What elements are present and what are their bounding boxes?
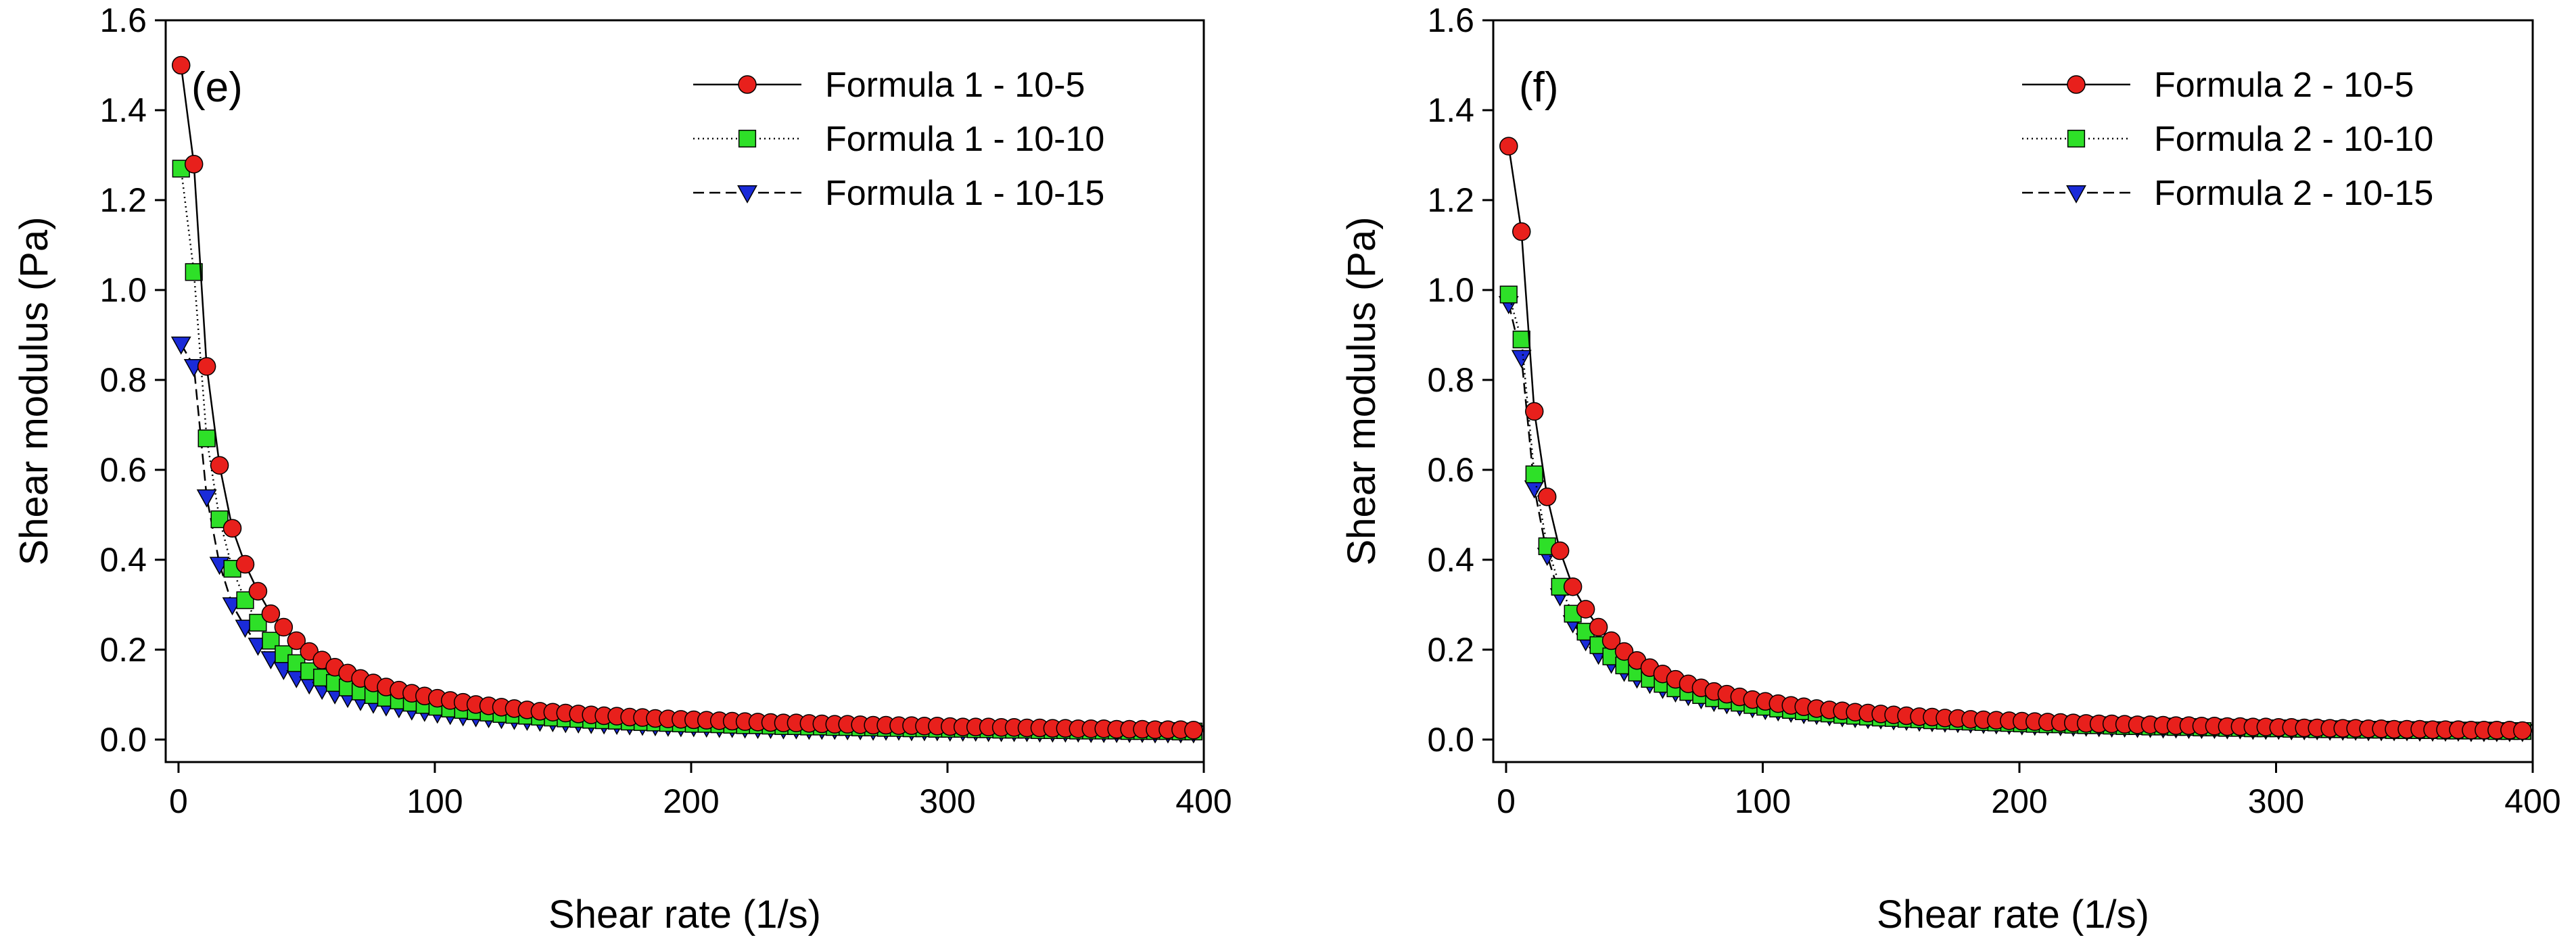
data-point (1550, 541, 1570, 561)
data-point (1563, 577, 1583, 596)
x-tick-label: 200 (663, 782, 719, 820)
data-point (1576, 600, 1595, 619)
legend-marker (2066, 185, 2086, 204)
data-point (210, 510, 229, 529)
legend-label: Formula 2 - 10-5 (2154, 66, 2414, 105)
legend-marker (738, 75, 757, 94)
data-point (287, 631, 306, 650)
y-tick-label: 1.6 (1427, 1, 1474, 39)
plot-frame (164, 19, 1205, 763)
data-point (210, 456, 229, 475)
data-point (197, 357, 216, 376)
data-point (300, 642, 319, 661)
legend-item: Formula 1 - 10-10 (693, 120, 1104, 159)
x-axis-label: Shear rate (1/s) (1877, 893, 2149, 937)
legend-item: Formula 2 - 10-5 (2022, 66, 2414, 105)
legend-label: Formula 2 - 10-10 (2154, 120, 2433, 159)
y-tick-label: 0.4 (99, 541, 147, 579)
series-1 (171, 55, 1203, 740)
data-point (1601, 631, 1621, 650)
legend-marker (2067, 75, 2086, 94)
panel-label: (f) (1519, 64, 1559, 111)
data-point (248, 582, 268, 601)
y-axis-label: Shear modulus (Pa) (12, 217, 56, 566)
y-tick-label: 0.2 (99, 631, 147, 669)
y-tick-label: 1.0 (99, 271, 147, 309)
x-tick-label: 400 (1175, 782, 1232, 820)
data-point (1524, 402, 1544, 421)
chart-panel-e: 0 100 200 300 400 0.0 0.2 0.4 0.6 0.8 1.0 1.2 1.4 1.6… (12, 1, 1232, 937)
y-tick-label: 1.4 (1427, 91, 1474, 129)
data-point (1537, 487, 1557, 506)
legend-item: Formula 2 - 10-10 (2022, 120, 2433, 159)
y-tick-label: 1.2 (99, 181, 147, 219)
y-tick-label: 0.2 (1427, 631, 1474, 669)
x-tick-label: 100 (1735, 782, 1791, 820)
data-point (235, 554, 255, 574)
series-line (1507, 146, 2523, 732)
y-tick-label: 0.4 (1427, 541, 1474, 579)
legend-label: Formula 1 - 10-15 (825, 174, 1104, 213)
data-point (1512, 222, 1531, 241)
data-point (170, 336, 191, 355)
data-point (1614, 642, 1634, 661)
data-point (1512, 330, 1530, 349)
data-point (1589, 617, 1608, 637)
chart-panel-f: 0 100 200 300 400 0.0 0.2 0.4 0.6 0.8 1.0 1.2 1.4 1.6… (1340, 1, 2561, 937)
data-point (1499, 285, 1518, 304)
series-line (180, 65, 1194, 732)
legend-label: Formula 2 - 10-15 (2154, 174, 2433, 213)
y-tick-label: 1.2 (1427, 181, 1474, 219)
y-tick-label: 0.8 (1427, 361, 1474, 399)
series-1 (1499, 137, 2532, 740)
panel-label: (e) (191, 64, 243, 111)
y-tick-label: 0.6 (99, 451, 147, 489)
legend-marker (738, 129, 757, 148)
data-point (1499, 137, 1518, 156)
data-point (1184, 721, 1203, 740)
y-tick-label: 1.6 (99, 1, 147, 39)
data-point (223, 519, 242, 538)
x-tick-label: 0 (1497, 782, 1516, 820)
data-point (1525, 465, 1543, 483)
data-point (1511, 350, 1532, 369)
y-tick-label: 0.0 (99, 721, 147, 759)
legend-item: Formula 1 - 10-15 (693, 174, 1104, 213)
x-tick-label: 300 (2248, 782, 2304, 820)
x-tick-label: 300 (919, 782, 975, 820)
legend-label: Formula 1 - 10-5 (825, 66, 1085, 105)
y-tick-label: 0.6 (1427, 451, 1474, 489)
data-point (274, 617, 294, 637)
series-line (180, 168, 1194, 733)
y-tick-label: 1.0 (1427, 271, 1474, 309)
data-point (171, 55, 191, 75)
legend-item: Formula 2 - 10-15 (2022, 174, 2433, 213)
x-tick-label: 200 (1991, 782, 2047, 820)
legend-label: Formula 1 - 10-10 (825, 120, 1104, 159)
x-tick-label: 400 (2504, 782, 2560, 820)
x-tick-label: 0 (169, 782, 188, 820)
data-point (197, 429, 216, 448)
plot-frame (1492, 19, 2534, 763)
legend-marker (737, 185, 757, 204)
legend: Formula 2 - 10-5 Formula 2 - 10-10 Formula… (2022, 66, 2433, 213)
legend-item: Formula 1 - 10-5 (693, 66, 1085, 105)
data-point (184, 155, 204, 174)
legend-marker (2067, 129, 2086, 148)
y-tick-label: 1.4 (99, 91, 147, 129)
x-axis-label: Shear rate (1/s) (548, 893, 821, 937)
data-point (185, 263, 203, 281)
data-point (2513, 721, 2532, 740)
data-point (196, 489, 217, 508)
x-tick-label: 100 (406, 782, 463, 820)
data-point (261, 604, 281, 623)
y-tick-label: 0.8 (99, 361, 147, 399)
y-tick-label: 0.0 (1427, 721, 1474, 759)
y-axis-label: Shear modulus (Pa) (1340, 217, 1384, 566)
legend: Formula 1 - 10-5 Formula 1 - 10-10 Formula… (693, 66, 1104, 213)
